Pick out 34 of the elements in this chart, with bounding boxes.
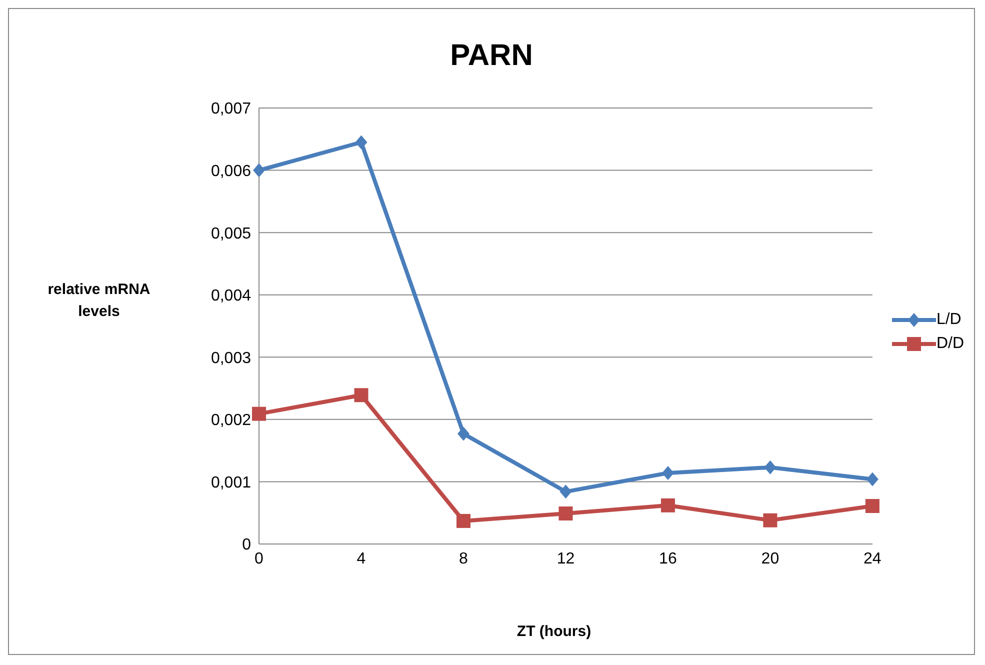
point: [866, 472, 878, 486]
y-tick-label: 0,004: [210, 288, 252, 305]
point: [764, 460, 776, 474]
y-tick-label: 0,005: [210, 225, 252, 242]
x-tick-label: 20: [761, 550, 780, 568]
point: [355, 135, 368, 150]
point: [662, 466, 674, 480]
point: [456, 514, 470, 528]
point: [457, 426, 470, 441]
point: [865, 499, 880, 514]
y-tick-label: 0,006: [210, 162, 252, 180]
point: [763, 513, 778, 528]
point: [660, 498, 675, 512]
x-tick-label: 4: [356, 550, 366, 568]
y-tick-label: 0: [242, 536, 252, 554]
point: [252, 406, 266, 421]
y-tick-label: 0,002: [210, 412, 252, 430]
legend-label: D/D: [936, 334, 964, 352]
x-tick-label: 24: [864, 550, 882, 568]
point: [354, 388, 368, 402]
point: [560, 484, 572, 499]
point: [558, 506, 573, 520]
point: [253, 163, 265, 178]
y-tick-label: 0,003: [210, 350, 252, 367]
x-tick-label: 16: [659, 550, 677, 568]
x-tick-label: 12: [556, 550, 575, 568]
y-tick-label: 0,007: [210, 100, 252, 118]
y-axis-title: relative mRNA levels: [46, 280, 152, 322]
y-tick-label: 0,001: [210, 474, 252, 492]
legend-label: L/D: [936, 310, 962, 328]
x-tick-label: 0: [254, 550, 264, 568]
x-tick-label: 8: [459, 550, 468, 568]
x-axis-title: ZT (hours): [516, 623, 592, 640]
chart-title: PARN: [449, 39, 534, 73]
